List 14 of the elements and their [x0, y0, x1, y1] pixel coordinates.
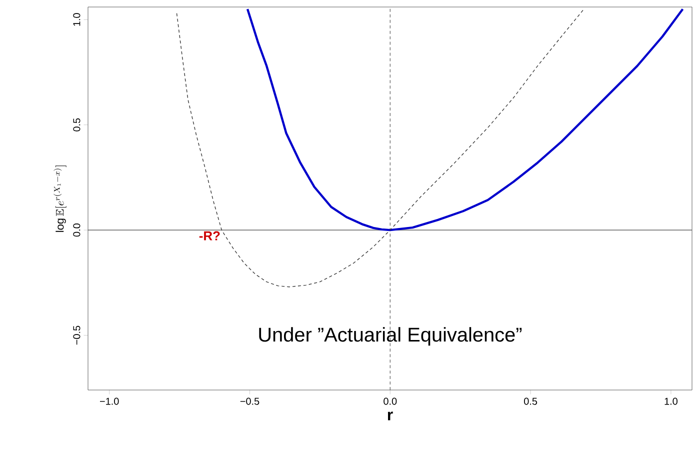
x-tick-label: −0.5 [240, 398, 260, 405]
y-tick-label: 0.0 [73, 224, 80, 237]
y-tick-label: −0.5 [73, 326, 80, 345]
annotation: Under ”Actuarial Equivalence” [259, 327, 522, 346]
x-axis-title: r [388, 412, 393, 420]
y-tick-label: 1.0 [73, 13, 80, 26]
x-tick-label: 0.5 [524, 398, 538, 405]
x-tick-label: 0.0 [384, 398, 397, 405]
y-tick-label: 0.5 [73, 118, 80, 132]
x-tick-label: −1.0 [100, 398, 119, 405]
x-tick-label: 1.0 [664, 398, 678, 405]
annotation: -R? [199, 231, 220, 240]
y-axis-title: $\log\mathbb{E}[e^{r(X_1-x)}]$ [54, 166, 66, 232]
line-series [176, 8, 584, 288]
